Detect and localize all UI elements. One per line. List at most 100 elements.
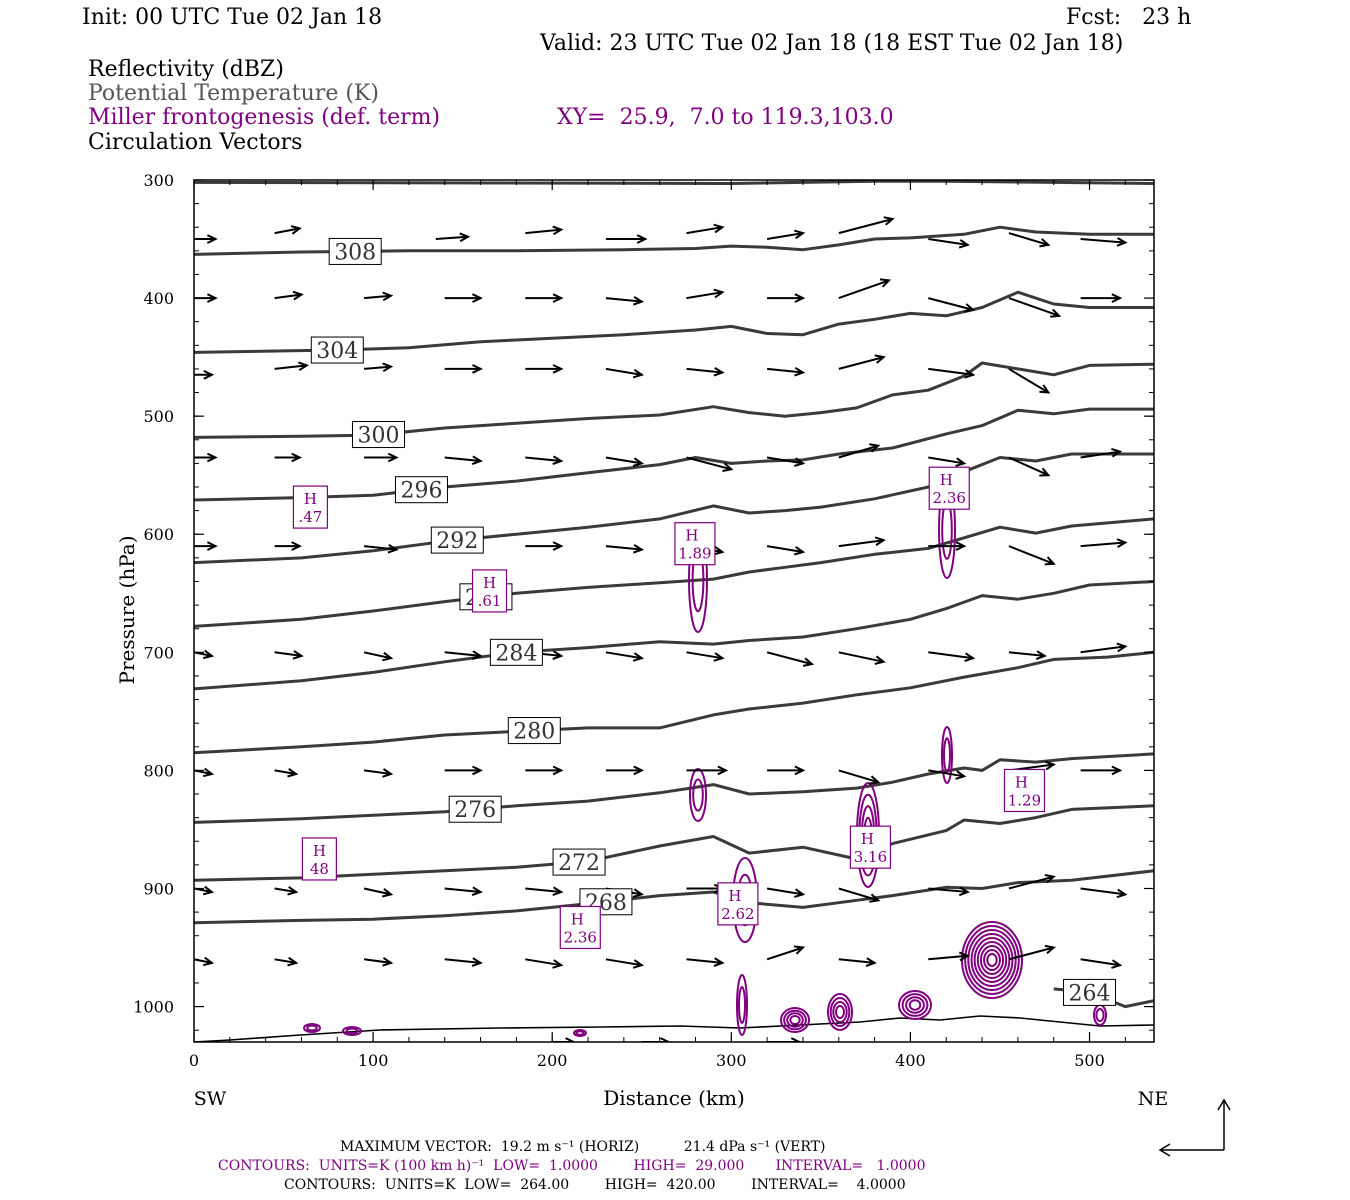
circulation-vector-8: [928, 238, 970, 249]
field-frontogenesis: Miller frontogenesis (def. term): [88, 105, 441, 130]
vector-shaft: [686, 456, 732, 471]
vector-head: [202, 767, 215, 778]
circulation-vector-37: [364, 452, 399, 463]
fronto-blob-n-0: [342, 1026, 362, 1036]
reference-vector-icon: [1158, 1098, 1231, 1157]
vector-head: [802, 657, 815, 667]
vector-head: [879, 278, 892, 288]
frontogenesis-max-7: H2.62: [717, 882, 759, 926]
circulation-vector-14: [444, 293, 483, 303]
max-box: [717, 882, 759, 926]
circulation-vector-15: [525, 293, 564, 303]
theta-line-2: [194, 290, 1154, 354]
circulation-vector-41: [686, 456, 734, 472]
fronto-blob-j-1: [829, 997, 851, 1027]
fronto-blob-g-3: [970, 933, 1014, 987]
vector-head: [632, 652, 645, 662]
vector-head: [382, 651, 394, 662]
circulation-vector-67: [838, 651, 886, 665]
vector-head: [1049, 308, 1062, 318]
theta-line-6: [194, 517, 1154, 628]
max-value: 2.36: [564, 928, 597, 946]
vector-head: [471, 650, 483, 660]
x-tick-label-1: 100: [358, 1051, 389, 1070]
circulation-vector-59: [194, 649, 215, 660]
fronto-blob-h-1: [738, 986, 746, 1024]
max-box: [674, 522, 716, 566]
vector-shaft: [928, 456, 965, 465]
vector-shaft: [928, 367, 974, 376]
max-letter: H: [1015, 773, 1028, 791]
max-letter: H: [940, 471, 953, 489]
right-direction-label: NE: [1138, 1088, 1169, 1110]
cross-section-endpoints: XY= 25.9, 7.0 to 119.3,103.0: [557, 105, 894, 130]
max-value: 3.16: [854, 848, 887, 866]
vector-head: [471, 957, 483, 967]
vector-head: [958, 239, 970, 249]
vector-shaft: [363, 545, 397, 551]
theta-contours: [194, 180, 1154, 1042]
vector-head: [869, 893, 881, 903]
vector-shaft: [363, 958, 392, 964]
vector-head: [552, 364, 564, 374]
theta-label-text: 296: [400, 479, 442, 504]
vector-shaft: [605, 958, 642, 967]
vector-head: [387, 452, 399, 463]
theta-label-3: 300: [351, 421, 405, 449]
circulation-vector-60: [274, 650, 304, 660]
circulation-vector-51: [525, 541, 564, 551]
vector-shaft: [274, 364, 307, 370]
fronto-blob-c-1: [943, 737, 951, 773]
vector-head: [713, 545, 725, 556]
fronto-blob-b-1: [941, 500, 953, 560]
circulation-vector-31: [838, 354, 886, 370]
vector-head: [794, 229, 806, 240]
max-value: 1.29: [1008, 791, 1041, 809]
fronto-blob-g-1: [964, 925, 1020, 995]
circulation-vector-24: [274, 361, 310, 372]
vector-head: [291, 541, 302, 551]
circulation-vector-80: [928, 769, 967, 780]
circulation-vector-54: [766, 545, 806, 556]
circulation-vector-101: [686, 957, 725, 967]
vector-shaft: [838, 887, 879, 902]
circulation-vector-4: [605, 234, 648, 244]
x-axis-title: Distance (km): [603, 1086, 745, 1110]
theta-label-text: 284: [495, 641, 537, 666]
circulation-vector-102: [766, 945, 806, 961]
vector-head: [874, 536, 886, 546]
circulation-vector-18: [767, 293, 806, 303]
vector-shaft: [928, 297, 974, 311]
vector-shaft: [838, 651, 884, 663]
vector-head: [1111, 447, 1123, 458]
fronto-blob-e-0: [689, 768, 707, 822]
vector-head: [472, 293, 483, 303]
vector-shaft: [686, 226, 723, 235]
circulation-vector-5: [686, 223, 725, 235]
theta-label-0: 308: [328, 237, 382, 265]
frontogenesis-max-6: H48: [301, 837, 337, 881]
vector-shaft: [525, 456, 562, 462]
vector-head: [1116, 642, 1128, 653]
vector-shaft: [605, 456, 642, 465]
circulation-vector-56: [928, 541, 967, 551]
circulation-vector-16: [605, 296, 645, 306]
vector-shaft: [363, 651, 392, 660]
vector-head: [713, 288, 725, 299]
vector-shaft: [605, 297, 642, 303]
vector-head: [1116, 237, 1128, 247]
vector-shaft: [1008, 368, 1049, 394]
theta-label-8: 280: [507, 717, 561, 745]
fronto-blob-n-1: [345, 1027, 359, 1035]
vector-head: [883, 216, 895, 226]
x-tick-label-4: 400: [895, 1051, 926, 1070]
y-tick-label-0: 300: [143, 171, 174, 190]
vector-head: [660, 1037, 671, 1042]
vector-shaft: [838, 218, 893, 235]
vector-head: [291, 452, 303, 463]
circulation-vector-35: [194, 452, 218, 463]
fronto-blob-i-2: [786, 1012, 804, 1028]
max-value: 2.36: [933, 489, 966, 507]
vector-shaft: [686, 651, 723, 660]
